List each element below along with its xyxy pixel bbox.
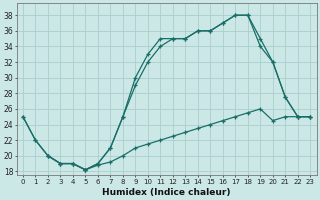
X-axis label: Humidex (Indice chaleur): Humidex (Indice chaleur) [102,188,231,197]
